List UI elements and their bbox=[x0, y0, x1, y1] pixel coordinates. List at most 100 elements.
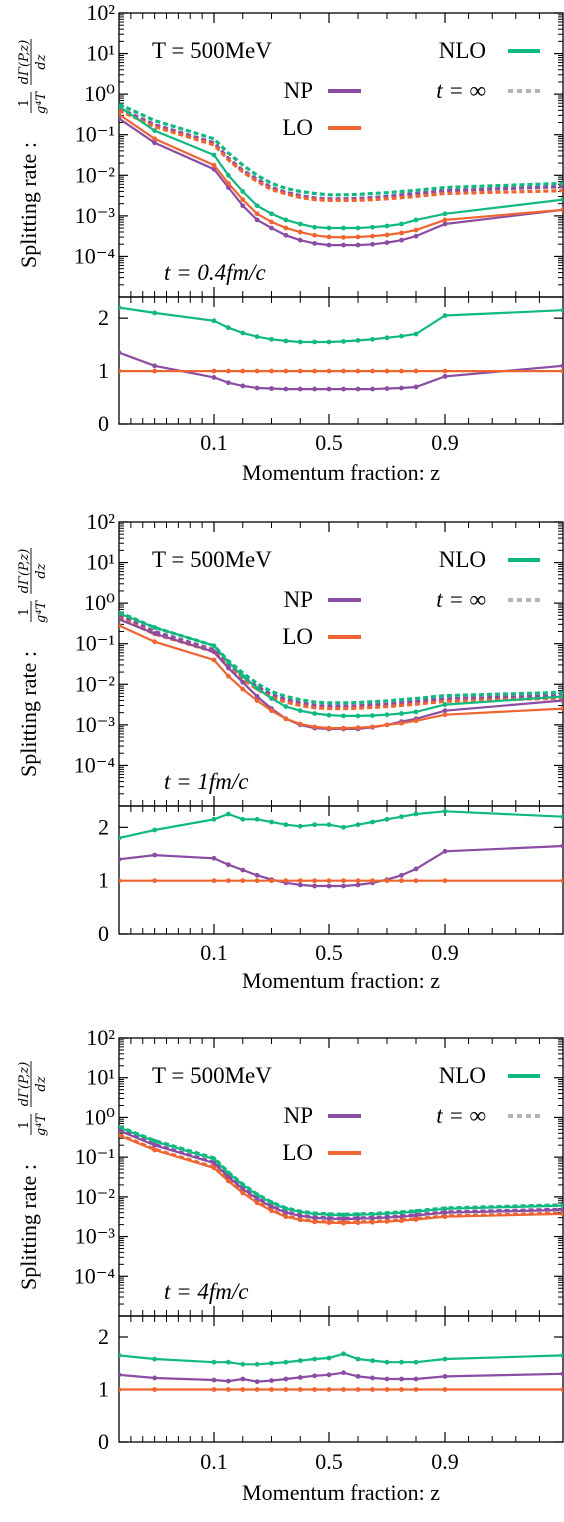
ratio-point bbox=[119, 835, 122, 841]
ratio-point bbox=[225, 862, 231, 868]
ratio-point bbox=[312, 368, 318, 374]
legend-label-nlo: NLO bbox=[439, 1063, 486, 1088]
ratio-point bbox=[370, 1387, 375, 1392]
ratio-point bbox=[442, 848, 448, 854]
ratio-line-nlo bbox=[119, 810, 563, 840]
ratio-point bbox=[384, 386, 390, 391]
series-line-nlo bbox=[119, 1126, 563, 1217]
data-point bbox=[370, 1219, 375, 1225]
data-point bbox=[269, 211, 274, 217]
data-point bbox=[370, 241, 375, 247]
ratio-point bbox=[225, 1378, 231, 1384]
ratio-point bbox=[560, 1352, 563, 1358]
ratio-plot-frame bbox=[118, 296, 564, 425]
ratio-point bbox=[297, 386, 303, 392]
data-point bbox=[152, 639, 158, 645]
ratio-point bbox=[341, 1351, 346, 1357]
legend-label-np: NP bbox=[284, 587, 313, 612]
data-point bbox=[370, 1215, 375, 1221]
ratio-point bbox=[297, 878, 303, 884]
ratio-point bbox=[152, 1375, 158, 1381]
ratio-point bbox=[240, 867, 246, 873]
data-point bbox=[152, 136, 158, 142]
data-point bbox=[152, 631, 158, 636]
y-axis-title-text: Splitting rate : bbox=[16, 142, 41, 268]
data-point bbox=[312, 724, 318, 730]
data-point bbox=[326, 725, 332, 731]
ratio-point bbox=[355, 386, 361, 392]
ratio-point bbox=[312, 822, 318, 828]
legend: T = 500MeV NLO NP t = ∞ LO bbox=[152, 547, 540, 649]
data-point bbox=[283, 217, 289, 223]
legend-label-t-inf: t = ∞ bbox=[436, 78, 486, 103]
chart-panel-middle: 10² 10¹ 10⁰ 10⁻¹ 10⁻² 10⁻³ 10⁻⁴ 0 1 2 0.1 0.5 0.9 Mom… bbox=[16, 509, 564, 993]
ratio-point bbox=[442, 808, 448, 814]
ratio-point bbox=[326, 878, 332, 884]
series-line-lo-t- bbox=[119, 108, 563, 202]
data-point bbox=[240, 1182, 246, 1188]
x-tick-label: 0.9 bbox=[431, 1449, 459, 1474]
data-point bbox=[442, 702, 448, 707]
legend-label-lo: LO bbox=[282, 115, 313, 140]
data-point bbox=[312, 1211, 318, 1217]
data-point bbox=[370, 233, 375, 239]
data-point bbox=[355, 725, 361, 731]
ratio-point bbox=[240, 878, 246, 884]
ratio-y-tick-label: 0 bbox=[98, 921, 109, 946]
data-point bbox=[152, 128, 158, 134]
ratio-point bbox=[269, 1378, 274, 1383]
ratio-point bbox=[341, 1387, 346, 1392]
ratio-point bbox=[442, 1387, 448, 1392]
data-point bbox=[442, 712, 448, 718]
y-tick-label: 10⁻² bbox=[75, 1184, 116, 1209]
ratio-point bbox=[225, 325, 231, 331]
ratio-point bbox=[225, 368, 231, 374]
data-point bbox=[355, 713, 361, 719]
legend-label-np: NP bbox=[284, 1103, 313, 1128]
data-point bbox=[240, 673, 246, 679]
ratio-point bbox=[225, 811, 231, 817]
data-point bbox=[399, 1210, 404, 1216]
ratio-point bbox=[560, 368, 563, 374]
x-tick-label: 0.5 bbox=[315, 1449, 343, 1474]
ratio-point bbox=[119, 368, 122, 374]
data-point bbox=[254, 211, 260, 217]
ratio-point bbox=[283, 368, 289, 374]
data-point bbox=[326, 1216, 332, 1222]
ratio-point bbox=[341, 339, 346, 344]
ratio-point bbox=[269, 336, 274, 342]
ratio-point bbox=[283, 878, 289, 884]
y-tick-label: 10⁻¹ bbox=[75, 631, 115, 656]
data-point bbox=[370, 1211, 375, 1217]
ratio-y-tick-label: 0 bbox=[98, 411, 109, 436]
ratio-point bbox=[312, 1356, 318, 1362]
data-point bbox=[355, 1216, 361, 1222]
data-point bbox=[283, 1210, 289, 1216]
data-point bbox=[312, 711, 318, 716]
data-point bbox=[283, 1214, 289, 1220]
ratio-point bbox=[240, 816, 246, 822]
x-tick-label: 0.5 bbox=[315, 940, 343, 965]
ratio-point bbox=[370, 386, 375, 392]
y-axis-frac-num: 1 bbox=[17, 99, 32, 107]
ratio-point bbox=[413, 368, 419, 374]
x-tick-label: 0.9 bbox=[431, 430, 459, 455]
data-point bbox=[225, 673, 231, 679]
data-point bbox=[326, 1220, 332, 1226]
data-point bbox=[384, 712, 390, 718]
ratio-point bbox=[119, 1387, 122, 1392]
y-tick-label: 10⁰ bbox=[84, 81, 115, 106]
ratio-point bbox=[442, 313, 448, 318]
data-point bbox=[399, 720, 404, 726]
data-point bbox=[297, 721, 303, 727]
ratio-point bbox=[297, 368, 303, 374]
data-point bbox=[442, 211, 448, 217]
ratio-point bbox=[240, 1361, 246, 1367]
data-point bbox=[240, 1190, 246, 1196]
ratio-point bbox=[442, 1373, 448, 1379]
ratio-point bbox=[297, 882, 303, 888]
series-line-np-t- bbox=[119, 613, 563, 708]
ratio-point bbox=[254, 1361, 260, 1367]
ratio-point bbox=[384, 1359, 390, 1365]
